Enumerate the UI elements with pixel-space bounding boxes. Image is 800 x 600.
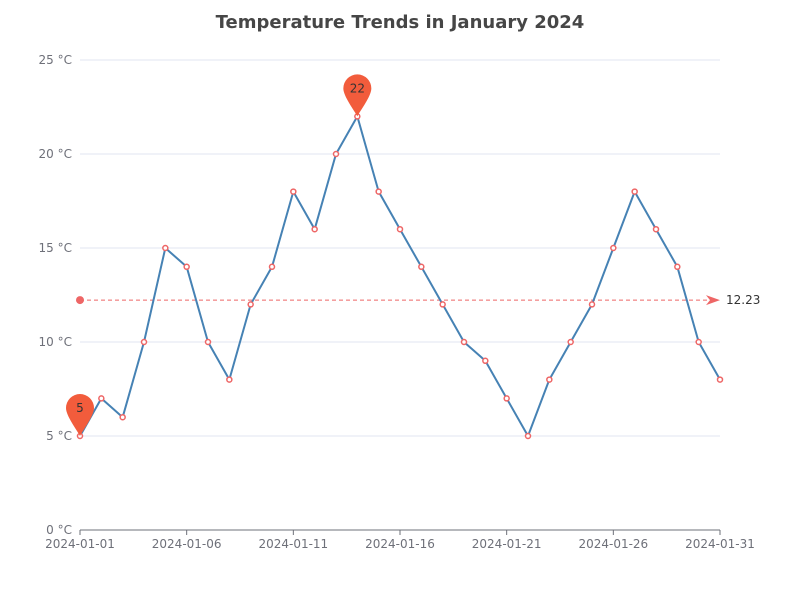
axes: 0 °C 5 °C 10 °C 15 °C 20 °C 25 °C 2024-01-01 20… xyxy=(39,53,755,551)
x-tick-label: 2024-01-01 xyxy=(45,537,115,551)
data-point xyxy=(524,432,532,440)
series-line xyxy=(79,115,721,437)
average-line-group: 12.23 xyxy=(76,293,760,307)
average-line-arrow xyxy=(706,295,720,306)
y-tick-label: 10 °C xyxy=(39,335,72,349)
data-point xyxy=(268,263,276,271)
y-tick-label: 25 °C xyxy=(39,53,72,67)
data-point xyxy=(418,263,425,271)
data-point xyxy=(119,413,126,421)
x-tick-label: 2024-01-31 xyxy=(685,537,755,551)
data-point xyxy=(695,338,702,346)
x-tick-label: 2024-01-26 xyxy=(578,537,648,551)
mark-point-pin xyxy=(343,74,372,117)
data-point xyxy=(482,357,489,365)
mark-point-label: 22 xyxy=(350,81,365,95)
data-point xyxy=(396,225,404,233)
data-point xyxy=(652,225,660,233)
average-line-label: 12.23 xyxy=(726,293,760,307)
y-tick-label: 5 °C xyxy=(46,429,72,443)
data-point xyxy=(631,188,638,195)
data-point xyxy=(716,376,724,383)
data-point xyxy=(247,301,254,308)
data-point xyxy=(460,338,468,346)
grid-lines xyxy=(80,59,720,437)
y-tick-label: 15 °C xyxy=(39,241,72,255)
chart-title: Temperature Trends in January 2024 xyxy=(216,12,585,33)
series-group xyxy=(79,115,721,437)
data-point xyxy=(567,338,574,346)
data-point xyxy=(503,395,510,402)
data-point xyxy=(183,263,190,271)
data-point xyxy=(311,225,318,233)
data-point xyxy=(290,188,297,195)
y-tick-label: 0 °C xyxy=(46,523,72,537)
data-point xyxy=(226,376,233,383)
mark-points-group: 22 5 xyxy=(66,74,372,436)
mark-point-pin xyxy=(66,394,94,436)
data-point xyxy=(375,188,382,195)
data-point xyxy=(439,301,446,308)
x-tick-label: 2024-01-16 xyxy=(365,537,435,551)
data-points-group xyxy=(76,113,724,440)
data-point xyxy=(140,338,148,346)
data-point xyxy=(546,376,553,383)
data-point xyxy=(204,338,212,346)
data-point xyxy=(98,395,105,402)
x-tick-label: 2024-01-06 xyxy=(152,537,222,551)
data-point xyxy=(588,301,596,308)
data-point xyxy=(674,263,681,271)
mark-point-label: 5 xyxy=(76,401,84,415)
x-tick-label: 2024-01-11 xyxy=(258,537,328,551)
data-point xyxy=(162,244,169,252)
x-tick-label: 2024-01-21 xyxy=(472,537,542,551)
data-point xyxy=(610,244,617,252)
y-tick-label: 20 °C xyxy=(39,147,72,161)
data-point xyxy=(332,150,340,158)
